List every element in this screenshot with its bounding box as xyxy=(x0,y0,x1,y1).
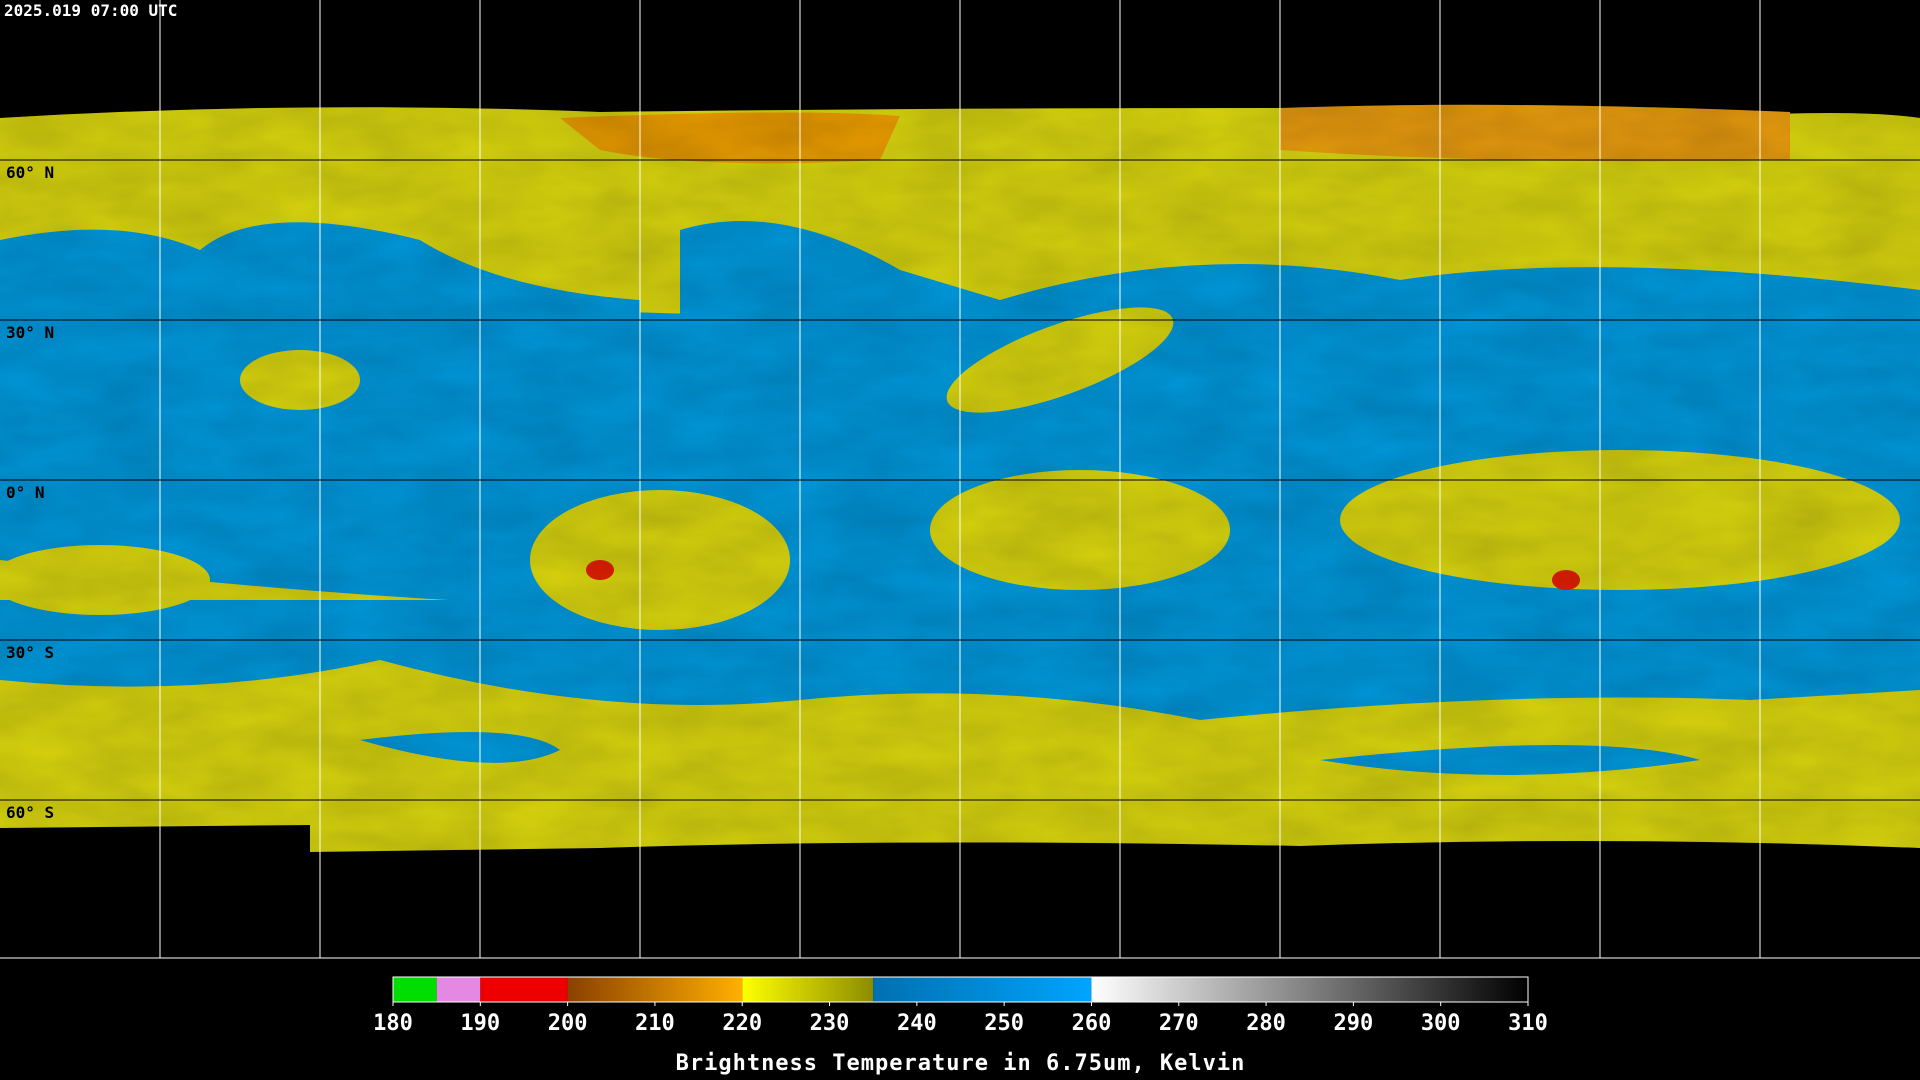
colorbar-tick-label: 230 xyxy=(810,1011,850,1036)
colorbar-tick-label: 290 xyxy=(1334,1011,1374,1036)
colorbar-frame xyxy=(392,976,1529,1003)
latitude-labels: 60° N 30° N 0° N 30° S 60° S xyxy=(6,163,54,822)
colorbar-tick-label: 200 xyxy=(548,1011,588,1036)
colorbar-tick-label: 260 xyxy=(1072,1011,1112,1036)
colorbar-segment xyxy=(436,977,481,1002)
graticule xyxy=(0,0,1920,959)
dry-layer xyxy=(1280,104,1790,162)
colorbar-tick-label: 240 xyxy=(897,1011,937,1036)
humid-layer xyxy=(680,221,1920,330)
colorbar-tick-label: 220 xyxy=(722,1011,762,1036)
latitude-label: 60° S xyxy=(6,803,54,822)
colorbar-tick-label: 280 xyxy=(1246,1011,1286,1036)
colorbar-segment xyxy=(567,977,743,1002)
timestamp: 2025.019 07:00 UTC xyxy=(4,1,177,20)
colorbar-tick-label: 300 xyxy=(1421,1011,1461,1036)
latitude-label: 30° N xyxy=(6,323,54,342)
latitude-label: 60° N xyxy=(6,163,54,182)
latitude-label: 30° S xyxy=(6,643,54,662)
colorbar-segment xyxy=(873,977,1092,1002)
cloud-cluster xyxy=(530,490,790,630)
convective-core xyxy=(586,560,614,580)
latitude-label: 0° N xyxy=(6,483,45,502)
colorbar-segment xyxy=(480,977,568,1002)
colorbar-tick-label: 250 xyxy=(984,1011,1024,1036)
humid-layer xyxy=(1320,745,1700,775)
humid-layer xyxy=(360,732,560,763)
colorbar: 180 190 200 210 220 230 240 250 260 270 280 290 300 3… xyxy=(373,976,1548,1076)
colorbar-segment xyxy=(393,977,437,1002)
colorbar-segment xyxy=(742,977,874,1002)
cloud-cluster xyxy=(240,350,360,410)
colorbar-tick-label: 180 xyxy=(373,1011,413,1036)
cloud-cluster xyxy=(0,545,210,615)
colorbar-tick-label: 190 xyxy=(460,1011,500,1036)
cloud-cluster xyxy=(930,470,1230,590)
dry-layer xyxy=(560,112,900,164)
convective-core xyxy=(1552,570,1580,590)
cloud-cluster xyxy=(1340,450,1900,590)
colorbar-title: Brightness Temperature in 6.75um, Kelvin xyxy=(676,1051,1246,1076)
colorbar-segment xyxy=(1091,977,1528,1002)
colorbar-tick-label: 310 xyxy=(1508,1011,1548,1036)
colorbar-tick-label: 270 xyxy=(1159,1011,1199,1036)
cloud-cluster xyxy=(946,307,1174,413)
colorbar-tick-label: 210 xyxy=(635,1011,675,1036)
